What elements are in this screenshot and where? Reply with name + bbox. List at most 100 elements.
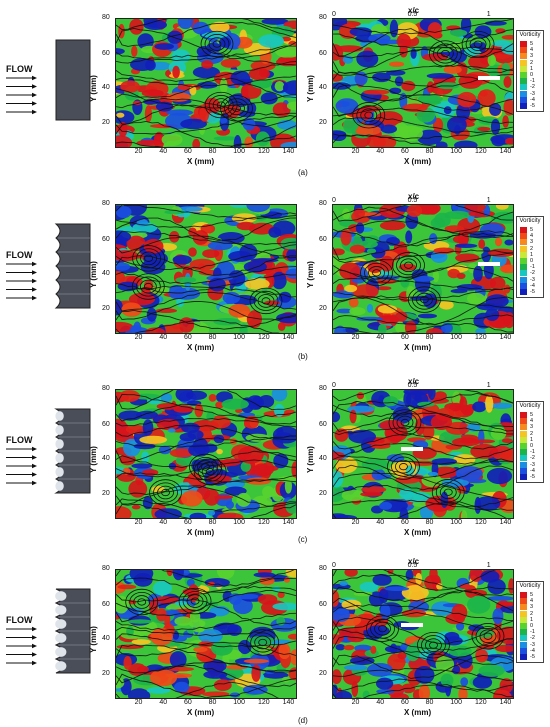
vorticity-patch (467, 292, 485, 305)
colorbar-level-label: 2 (530, 59, 534, 66)
vorticity-patch (272, 586, 281, 592)
streamline (333, 116, 513, 133)
vorticity-patch (380, 603, 391, 620)
x-tick-label: 100 (233, 334, 245, 341)
vorticity-patch (341, 599, 362, 610)
colorbar-level-label: -5 (530, 654, 535, 660)
colorbar-swatch (520, 239, 527, 246)
vorticity-patch (396, 33, 411, 49)
vorticity-patch (501, 43, 513, 55)
streamline (333, 233, 513, 260)
vorticity-patch (235, 593, 259, 600)
vorticity-patch (145, 327, 166, 333)
streamline (333, 314, 513, 325)
colorbar-level-label: 1 (530, 251, 534, 258)
x-axis-label: X (mm) (404, 708, 432, 717)
colorbar-swatch (520, 635, 527, 642)
vorticity-patch (150, 627, 173, 646)
streamline (116, 266, 296, 285)
vortex-streamline (137, 598, 147, 606)
vorticity-patch (260, 92, 278, 105)
streamline (116, 435, 296, 448)
vorticity-patch (389, 19, 399, 38)
vortex-streamline (471, 623, 505, 650)
vorticity-patch (335, 690, 353, 698)
vorticity-patch (426, 73, 454, 79)
flow-arrow-head (32, 463, 37, 469)
vorticity-patch (460, 677, 469, 687)
vorticity-patch (174, 681, 190, 693)
vorticity-patch (246, 102, 257, 115)
streamline (333, 249, 513, 264)
streamline (116, 665, 296, 688)
vorticity-patch (413, 275, 435, 282)
left-vorticity-plot (115, 204, 297, 334)
vorticity-patch (417, 94, 443, 103)
vorticity-patch (454, 243, 478, 248)
vorticity-patch (343, 664, 368, 671)
vorticity-patch (116, 506, 132, 518)
y-tick-label: 80 (319, 565, 327, 572)
vorticity-patch (169, 651, 187, 669)
vorticity-patch (433, 391, 447, 401)
streamline (333, 322, 513, 333)
vorticity-patch (450, 29, 468, 37)
vortex-streamline (400, 418, 410, 427)
vorticity-patch (142, 496, 153, 510)
colorbar-swatch (520, 430, 527, 437)
colorbar-level-label: 3 (530, 604, 534, 611)
streamline (116, 661, 296, 674)
flow-arrow-head (32, 472, 37, 477)
x-axis-label: X (mm) (404, 157, 432, 166)
x-tick-label: 20 (351, 148, 360, 155)
colorbar-level-label: 0 (530, 443, 534, 449)
vortex-streamline (132, 245, 165, 272)
x-tick-label: 20 (351, 519, 360, 526)
x-tick-label: 60 (183, 699, 192, 706)
streamline (116, 244, 296, 271)
vorticity-patch (430, 217, 446, 229)
vorticity-patch (443, 65, 462, 74)
left-vorticity-plot (115, 569, 297, 699)
vorticity-patch (448, 645, 472, 657)
vortex-streamline (364, 262, 389, 283)
flow-arrow-head (32, 480, 37, 486)
y-tick-label: 60 (319, 600, 327, 608)
colorbar-level-label: -1 (530, 264, 535, 271)
vorticity-patch (276, 427, 284, 436)
vortex-streamline (396, 415, 414, 430)
vorticity-patch (349, 307, 366, 316)
streamline (116, 479, 296, 495)
streamline (333, 390, 513, 404)
vorticity-patch (246, 395, 264, 410)
vorticity-patch (210, 21, 230, 33)
vorticity-patch (480, 570, 500, 583)
x-tick-label: 20 (351, 699, 360, 706)
streamline (116, 393, 296, 419)
streamline (333, 295, 513, 309)
y-tick-label: 20 (319, 669, 327, 677)
flow-label: FLOW (6, 64, 33, 74)
y-tick-label: 20 (102, 489, 110, 497)
vorticity-colorbar: Vorticity 5 4 3 2 1 0 -1 -2 -3 -4 -5 (516, 216, 544, 298)
vortex-streamline (417, 631, 450, 659)
vorticity-patch (422, 293, 437, 309)
vorticity-patch (417, 313, 437, 319)
vorticity-patch (405, 570, 414, 581)
vortex-streamline (189, 453, 222, 481)
colorbar-swatch (520, 251, 527, 258)
colorbar-level-label: -3 (530, 90, 535, 97)
vorticity-patch (116, 206, 132, 219)
vorticity-patch (370, 645, 377, 654)
vorticity-patch (436, 583, 443, 590)
colorbar-swatch (520, 455, 527, 462)
vortex-streamline (439, 485, 457, 500)
vorticity-field (333, 19, 513, 147)
streamline (333, 134, 513, 147)
vorticity-patch (268, 226, 281, 238)
vorticity-patch (503, 76, 512, 88)
x-tick-label: 80 (425, 519, 434, 526)
vorticity-patch (456, 272, 466, 280)
streamline (116, 424, 296, 441)
vorticity-patch (243, 658, 269, 664)
